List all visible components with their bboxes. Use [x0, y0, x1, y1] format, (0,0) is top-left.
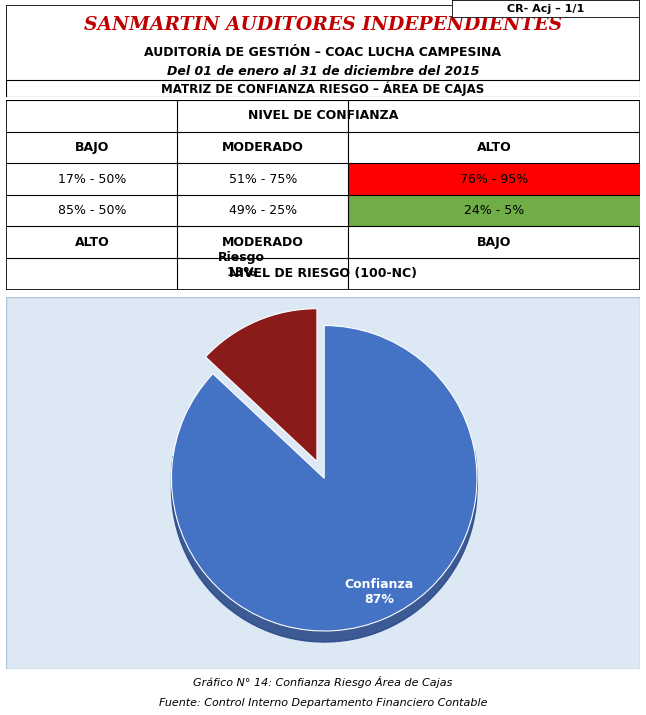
FancyBboxPatch shape	[452, 0, 640, 18]
Text: Del 01 de enero al 31 de diciembre del 2015: Del 01 de enero al 31 de diciembre del 2…	[167, 65, 479, 79]
Text: NIVEL DE CONFIANZA: NIVEL DE CONFIANZA	[248, 109, 398, 122]
Text: 17% - 50%: 17% - 50%	[57, 172, 126, 185]
Wedge shape	[205, 309, 317, 461]
Text: MODERADO: MODERADO	[222, 236, 304, 249]
Text: Fuente: Control Interno Departamento Financiero Contable: Fuente: Control Interno Departamento Fin…	[159, 699, 487, 709]
Text: 85% - 50%: 85% - 50%	[57, 204, 126, 217]
Text: Riesgo
13%: Riesgo 13%	[218, 250, 265, 279]
Text: BAJO: BAJO	[75, 141, 109, 154]
Text: AUDITORÍA DE GESTIÓN – COAC LUCHA CAMPESINA: AUDITORÍA DE GESTIÓN – COAC LUCHA CAMPES…	[145, 46, 501, 59]
Text: SANMARTIN AUDITORES INDEPENDIENTES: SANMARTIN AUDITORES INDEPENDIENTES	[84, 16, 562, 34]
FancyBboxPatch shape	[6, 100, 640, 290]
Text: ALTO: ALTO	[477, 141, 511, 154]
FancyBboxPatch shape	[6, 297, 640, 669]
Text: NIVEL DE RIESGO (100-NC): NIVEL DE RIESGO (100-NC)	[229, 267, 417, 280]
FancyBboxPatch shape	[348, 163, 640, 195]
Text: Gráfico N° 14: Confianza Riesgo Área de Cajas: Gráfico N° 14: Confianza Riesgo Área de …	[193, 676, 453, 689]
Text: CR- Acj – 1/1: CR- Acj – 1/1	[507, 4, 585, 14]
Text: BAJO: BAJO	[477, 236, 511, 249]
FancyBboxPatch shape	[348, 195, 640, 227]
Text: 24% - 5%: 24% - 5%	[464, 204, 524, 217]
FancyBboxPatch shape	[6, 80, 640, 97]
FancyBboxPatch shape	[6, 5, 640, 97]
Text: Confianza
87%: Confianza 87%	[344, 578, 413, 606]
Text: 49% - 25%: 49% - 25%	[229, 204, 297, 217]
Text: MODERADO: MODERADO	[222, 141, 304, 154]
Text: MATRIZ DE CONFIANZA RIESGO – ÁREA DE CAJAS: MATRIZ DE CONFIANZA RIESGO – ÁREA DE CAJ…	[162, 81, 484, 96]
Text: 76% - 95%: 76% - 95%	[460, 172, 528, 185]
Polygon shape	[171, 449, 477, 642]
Text: ALTO: ALTO	[74, 236, 109, 249]
Text: 51% - 75%: 51% - 75%	[229, 172, 297, 185]
Wedge shape	[171, 325, 477, 631]
